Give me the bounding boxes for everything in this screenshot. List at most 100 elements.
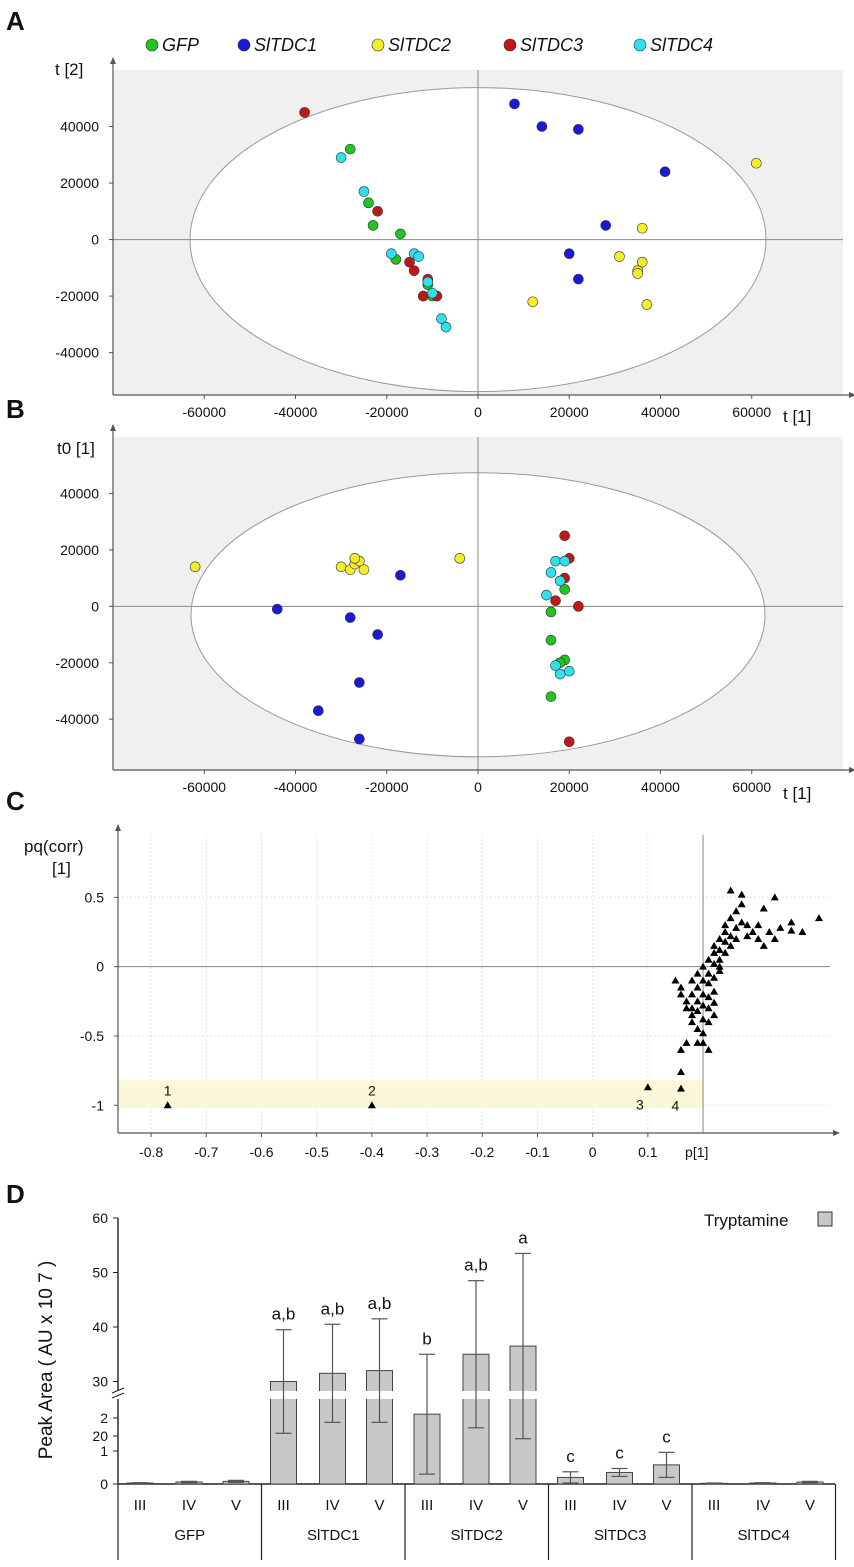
loading-point [688,1018,697,1026]
x-axis-title: t [1] [783,407,811,426]
loading-point [704,1018,713,1026]
point-sltdc3 [417,290,429,302]
point-annotation: 3 [636,1096,644,1112]
point-sltdc1 [573,273,584,285]
y-tick-label: 1 [100,1443,108,1459]
loading-point [732,934,741,942]
point-sltdc2 [527,296,539,308]
y-axis-title-sub: [1] [52,859,71,878]
point-sltdc4 [554,668,566,680]
x-tick-label: -0.5 [305,1144,329,1160]
subcategory-label: III [421,1497,434,1514]
subcategory-label: IV [469,1497,483,1514]
point-sltdc4 [422,276,434,288]
y-tick-label: 0 [96,959,104,975]
loading-point [676,1084,685,1092]
point-sltdc1 [563,248,575,259]
panel-label-b: B [6,394,25,424]
point-sltdc2 [641,299,653,310]
loading-point [699,1038,708,1046]
highlight-band [118,1080,704,1109]
subcategory-label: V [374,1497,384,1514]
loading-point [704,979,713,987]
loading-point [715,962,724,970]
point-sltdc2 [614,251,625,262]
x-axis-arrow [849,767,854,773]
point-annotation: 4 [672,1098,680,1114]
loading-point [163,1101,172,1109]
point-sltdc3 [408,265,420,276]
significance-letter: b [422,1329,431,1348]
significance-letter: a [518,1228,528,1247]
loading-point [688,1011,697,1019]
loading-point [676,1045,685,1053]
loading-point [693,969,702,977]
x-tick-label: 20000 [550,779,589,795]
y-tick-label: 60 [92,1210,108,1226]
subcategory-label: III [277,1497,290,1514]
y-axis-arrow [110,424,116,431]
y-tick-label: 20 [92,1428,108,1444]
legend-swatch [817,1211,833,1227]
axis-break-mark [111,1392,125,1399]
loading-point [693,1025,702,1033]
subcategory-label: V [805,1497,815,1514]
y-tick-label: 40000 [60,485,99,501]
x-tick-label: -20000 [365,404,409,420]
loading-point [710,973,719,981]
point-sltdc3 [550,595,561,606]
y-axis-arrow [115,824,121,831]
x-tick-label: 0 [474,779,482,795]
x-tick-label: -0.8 [139,1144,163,1160]
point-sltdc1 [271,603,283,615]
x-axis-arrow [849,392,854,398]
x-tick-label: 0 [474,404,482,420]
loading-point [715,934,724,942]
y-tick-label: -20000 [55,288,99,304]
loading-point [688,990,697,998]
loading-point [721,937,730,945]
x-tick-label: -40000 [274,404,318,420]
loading-point [704,969,713,977]
y-tick-label: 2 [100,1410,108,1426]
point-sltdc1 [600,220,612,231]
loading-point [676,990,685,998]
point-sltdc4 [386,248,397,259]
loading-point [676,983,685,991]
loading-point [737,890,746,898]
loading-point [699,1001,708,1009]
point-sltdc2 [358,564,370,575]
loading-point [743,932,752,940]
loading-point [704,1045,713,1053]
legend-label-gfp: GFP [162,35,199,55]
loading-point [710,959,719,967]
y-tick-label: 0 [100,1476,108,1492]
loading-point [715,955,724,963]
point-sltdc4 [440,321,452,333]
y-tick-label: -0.5 [80,1028,104,1044]
x-tick-label: 0.1 [638,1144,658,1160]
loading-point [710,948,719,956]
point-annotation: 1 [164,1082,172,1098]
point-sltdc2 [636,222,648,234]
loading-point [732,907,741,915]
loading-point [699,962,708,970]
loading-point [688,976,697,984]
x-tick-label: -0.1 [525,1144,549,1160]
loading-point [759,941,768,949]
y-tick-label: 20000 [60,542,99,558]
y-axis-arrow [110,57,116,64]
loading-point [715,966,724,974]
loading-point [699,1029,708,1037]
point-sltdc3 [573,601,584,612]
loading-point [699,1015,708,1023]
legend-label-sltdc4: SlTDC4 [650,35,713,55]
axis-break-mark [111,1387,125,1394]
loading-point [699,990,708,998]
point-sltdc1 [344,612,356,623]
subcategory-label: V [661,1497,671,1514]
subcategory-label: IV [325,1497,339,1514]
x-tick-label: -60000 [182,404,226,420]
x-tick-label: 60000 [732,779,771,795]
